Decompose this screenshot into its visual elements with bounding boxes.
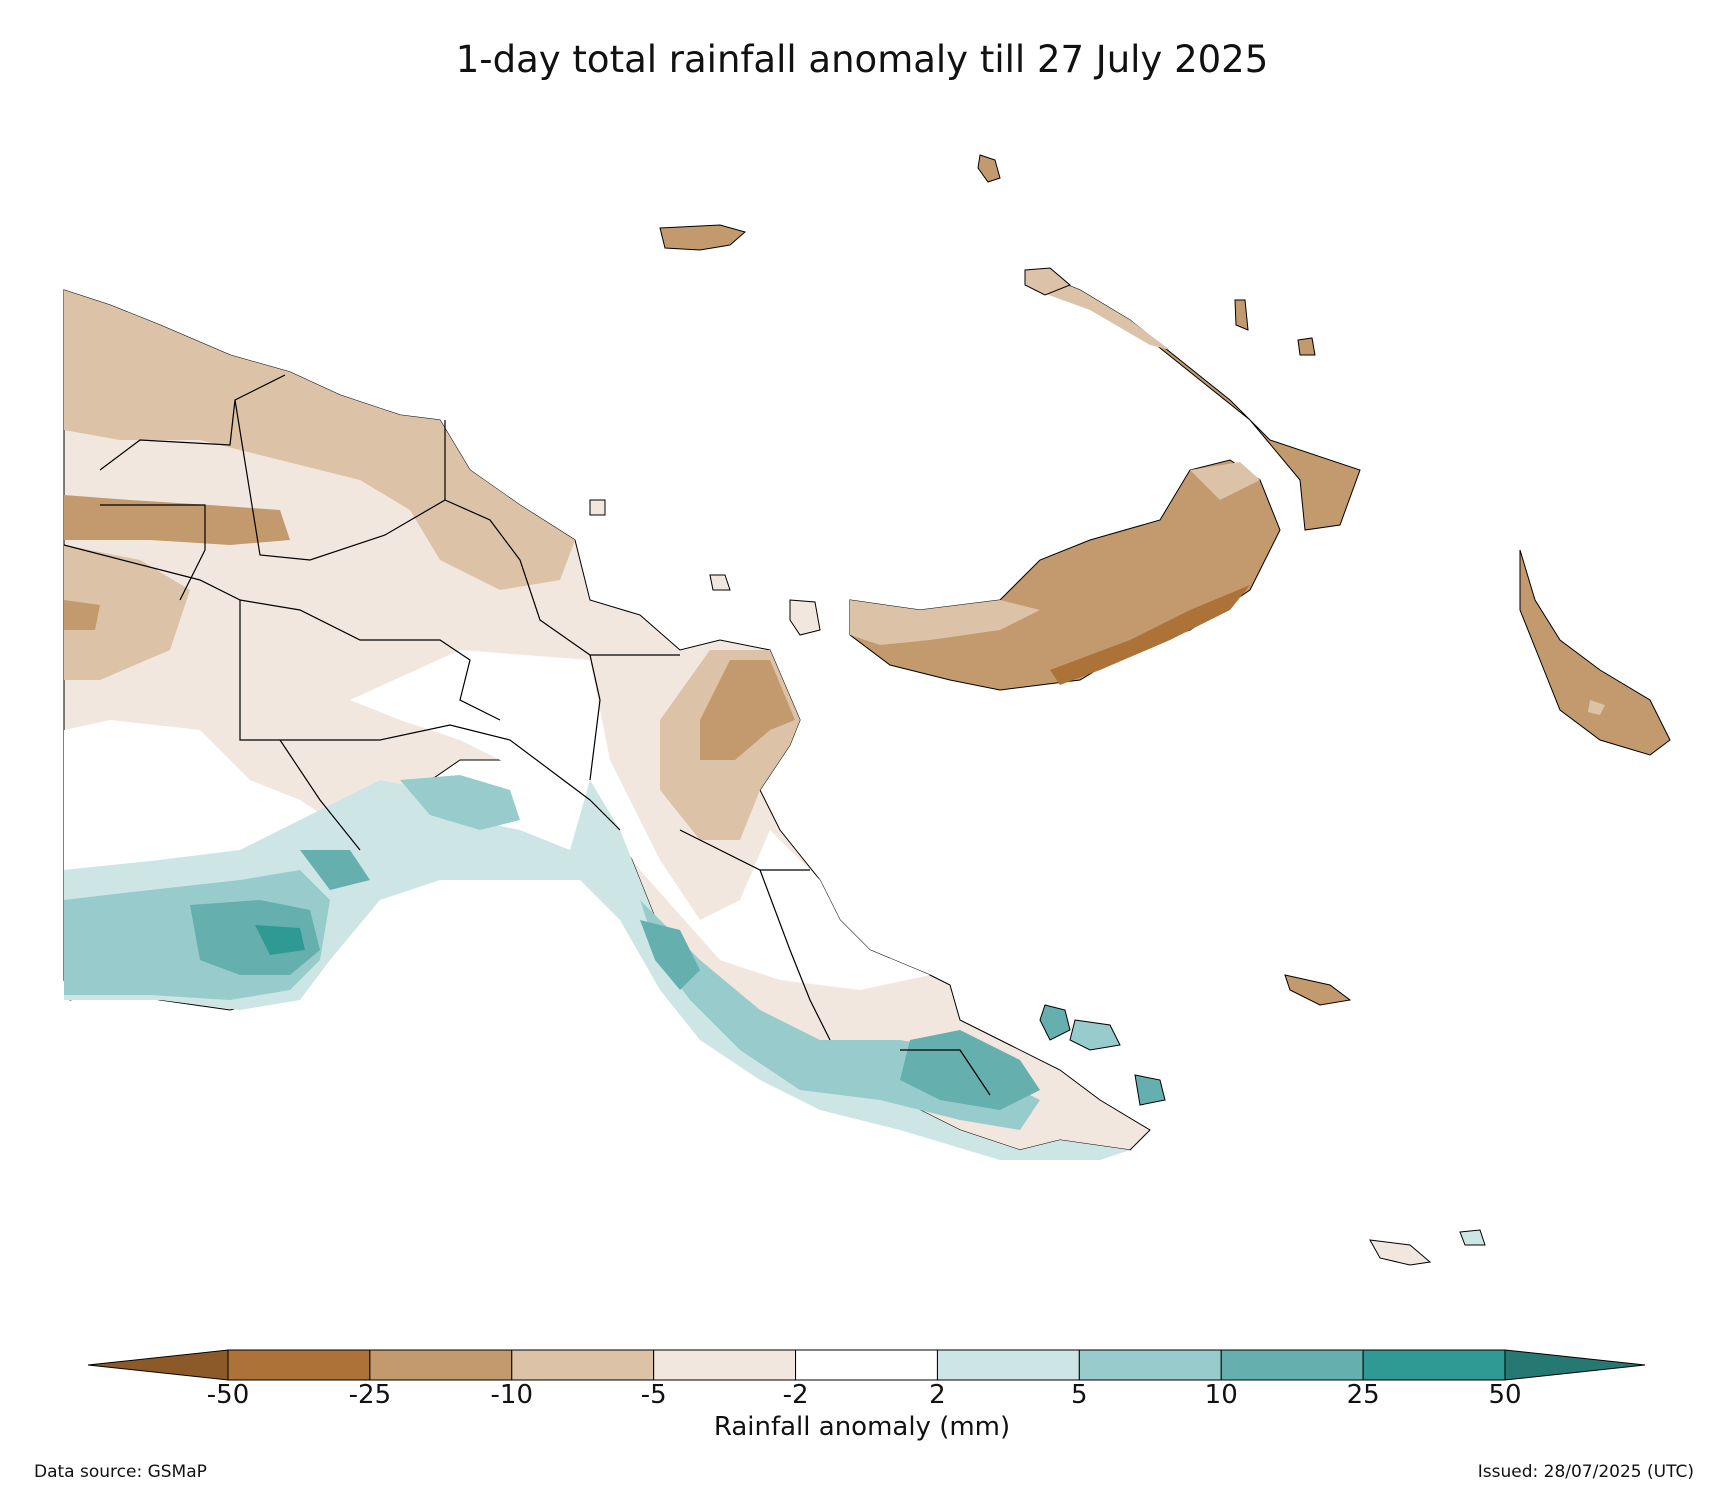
colorbar-tick-label: 5 bbox=[1071, 1380, 1088, 1410]
island-bougainville bbox=[1519, 549, 1671, 756]
island-longisland bbox=[789, 599, 821, 636]
island-dentrecasteaux-c bbox=[1134, 1074, 1166, 1106]
colorbar-tick-label: 50 bbox=[1488, 1380, 1522, 1410]
colorbar-tick-label: -50 bbox=[206, 1380, 250, 1410]
colorbar-tick-label: 10 bbox=[1204, 1380, 1238, 1410]
colorbar-tick-label: -25 bbox=[348, 1380, 392, 1410]
colorbar-extend-over bbox=[1504, 1349, 1646, 1381]
zone-plus50-fly bbox=[255, 925, 305, 955]
colorbar-bin bbox=[227, 1349, 371, 1381]
zone-plus25-gulf bbox=[300, 850, 370, 890]
colorbar-bin bbox=[369, 1349, 513, 1381]
island-small-1 bbox=[1234, 299, 1249, 331]
data-source: Data source: GSMaP bbox=[34, 1462, 207, 1482]
island-small-2 bbox=[1297, 337, 1316, 356]
island-rossel bbox=[1369, 1239, 1432, 1266]
colorbar-bin bbox=[511, 1349, 655, 1381]
zone-plus25-coast bbox=[640, 920, 700, 990]
colorbar-bin bbox=[795, 1349, 938, 1381]
colorbar-extend-under bbox=[87, 1349, 229, 1381]
island-umboi bbox=[709, 574, 731, 591]
zone-minus10-north bbox=[64, 290, 575, 590]
island-manus bbox=[659, 224, 747, 251]
island-bougainville-light bbox=[1588, 700, 1605, 715]
zone-neutral-center bbox=[350, 650, 930, 990]
zone-neutral-southwest bbox=[64, 720, 330, 870]
colorbar-tick-label: -2 bbox=[782, 1380, 809, 1410]
colorbar-tick-label: -5 bbox=[640, 1380, 667, 1410]
colorbar-tick-label: -10 bbox=[490, 1380, 533, 1410]
colorbar-bin bbox=[1078, 1349, 1222, 1381]
island-newhanover bbox=[1024, 267, 1071, 296]
zone-plus25-fly bbox=[190, 900, 320, 975]
province-boundaries bbox=[63, 374, 991, 1096]
zone-plus10-gulf bbox=[400, 775, 520, 830]
island-northwest bbox=[977, 154, 1001, 183]
colorbar-tick-label: 25 bbox=[1346, 1380, 1380, 1410]
island-woodlark bbox=[1284, 974, 1352, 1006]
colorbar-label: Rainfall anomaly (mm) bbox=[713, 1412, 1011, 1442]
issued-date: Issued: 28/07/2025 (UTC) bbox=[1477, 1462, 1694, 1482]
island-small-teal bbox=[1459, 1229, 1486, 1246]
zone-minus10-west bbox=[64, 545, 190, 680]
island-new-ireland-north bbox=[1030, 270, 1170, 350]
island-new-britain-east-light bbox=[1190, 462, 1260, 500]
island-new-britain-south bbox=[1050, 585, 1250, 685]
colorbar-bin bbox=[1220, 1349, 1364, 1381]
colorbar bbox=[87, 1349, 1646, 1381]
colorbar-bin bbox=[936, 1349, 1080, 1381]
island-dentrecasteaux-a bbox=[1039, 1004, 1071, 1041]
colorbar-tick-label: 2 bbox=[929, 1380, 946, 1410]
zone-minus25-madang bbox=[700, 660, 795, 760]
map-title: 1-day total rainfall anomaly till 27 Jul… bbox=[455, 38, 1269, 81]
zone-minus25-west-edge bbox=[64, 600, 100, 630]
island-new-britain-west bbox=[850, 600, 1040, 645]
island-dentrecasteaux-b bbox=[1069, 1019, 1121, 1051]
island-karkar bbox=[589, 499, 606, 516]
colorbar-bin bbox=[1362, 1349, 1506, 1381]
zone-minus25-west bbox=[64, 495, 290, 545]
colorbar-bin bbox=[653, 1349, 797, 1381]
mainland-png bbox=[63, 289, 1151, 1160]
